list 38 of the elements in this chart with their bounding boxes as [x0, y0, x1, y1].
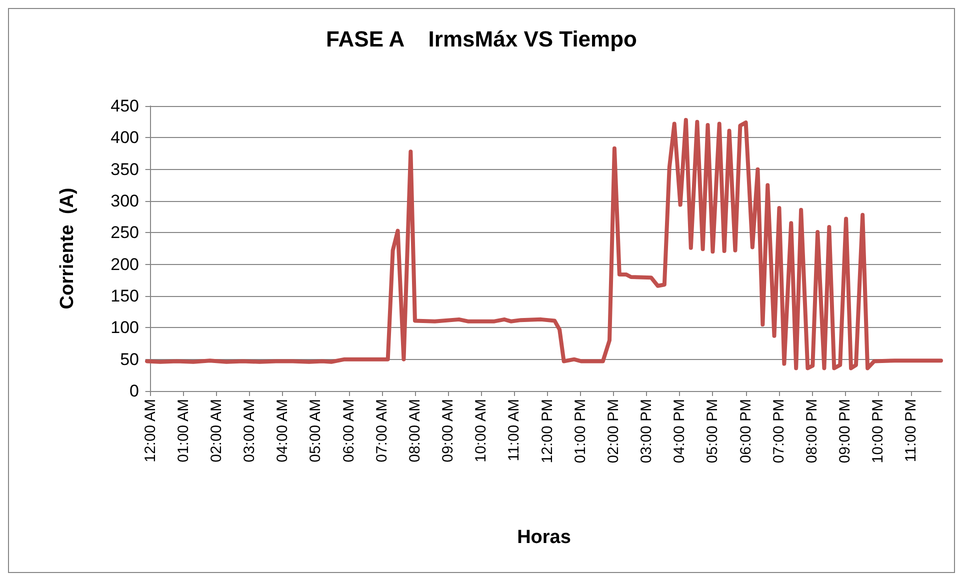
- y-tick-label: 100: [110, 318, 139, 338]
- x-tick-label: 03:00 PM: [638, 399, 656, 464]
- x-tick-label: 04:00 AM: [274, 399, 292, 462]
- x-axis-title: Horas: [517, 527, 571, 548]
- x-tick-label: 08:00 AM: [406, 399, 424, 462]
- line-series: [145, 118, 943, 370]
- x-tick-label: 09:00 AM: [440, 399, 457, 462]
- x-tick-label: 10:00 AM: [472, 399, 490, 462]
- x-tick-label: 06:00 AM: [340, 399, 358, 462]
- y-tick-label: 400: [110, 128, 139, 148]
- x-tick-label: 02:00 AM: [208, 399, 225, 462]
- y-tick-label: 250: [110, 223, 139, 242]
- x-tick-label: 04:00 PM: [671, 399, 688, 464]
- chart-title: FASE A IrmsMáx VS Tiempo: [326, 26, 637, 52]
- x-tick-label: 11:00 PM: [902, 399, 920, 462]
- x-tick-label: 08:00 PM: [803, 399, 820, 464]
- x-tick-label: 01:00 AM: [174, 399, 192, 462]
- y-axis-title: Corriente (A): [57, 188, 78, 310]
- x-tick-label: 06:00 PM: [737, 399, 754, 464]
- x-tick-label: 07:00 PM: [770, 399, 788, 464]
- y-tick-label: 150: [110, 286, 139, 306]
- y-tick-label: 350: [110, 160, 139, 179]
- x-tick-label: 12:00 PM: [538, 399, 556, 464]
- x-tick-label: 10:00 PM: [870, 399, 887, 464]
- y-tick-label: 300: [110, 192, 139, 210]
- x-tick-label: 05:00 AM: [307, 399, 324, 462]
- x-tick-label: 07:00 AM: [373, 399, 390, 462]
- y-tick-label: 0: [130, 382, 139, 400]
- x-tick-label: 05:00 PM: [704, 399, 722, 464]
- x-tick-label: 12:00 AM: [142, 399, 159, 462]
- x-tick-label: 11:00 AM: [506, 399, 523, 462]
- x-tick-label: 03:00 AM: [241, 399, 258, 462]
- y-tick-label: 200: [110, 254, 139, 274]
- x-tick-label: 09:00 PM: [836, 399, 854, 464]
- x-tick-label: 02:00 PM: [604, 399, 622, 464]
- x-tick-label: 01:00 PM: [572, 399, 589, 464]
- y-tick-label: 50: [120, 350, 139, 369]
- y-tick-label: 450: [110, 96, 139, 116]
